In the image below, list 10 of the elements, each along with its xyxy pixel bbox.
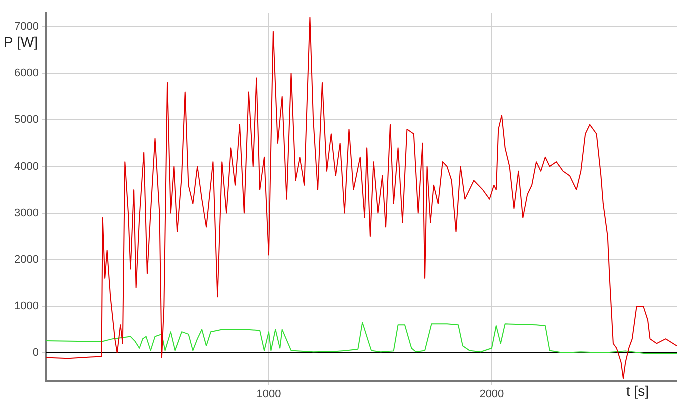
y-tick-label: 7000 — [14, 21, 39, 34]
y-tick-label: 3000 — [14, 207, 39, 220]
y-tick-label: 2000 — [14, 254, 39, 266]
y-tick-label: 4000 — [14, 160, 39, 173]
y-axis-title: P [W] — [4, 34, 38, 50]
y-tick-label: 0 — [32, 347, 39, 360]
y-tick-label: 1000 — [14, 300, 39, 312]
y-tick-label: 5000 — [14, 114, 39, 126]
x-axis-title: t [s] — [626, 382, 649, 399]
y-tick-label: 6000 — [14, 68, 39, 80]
